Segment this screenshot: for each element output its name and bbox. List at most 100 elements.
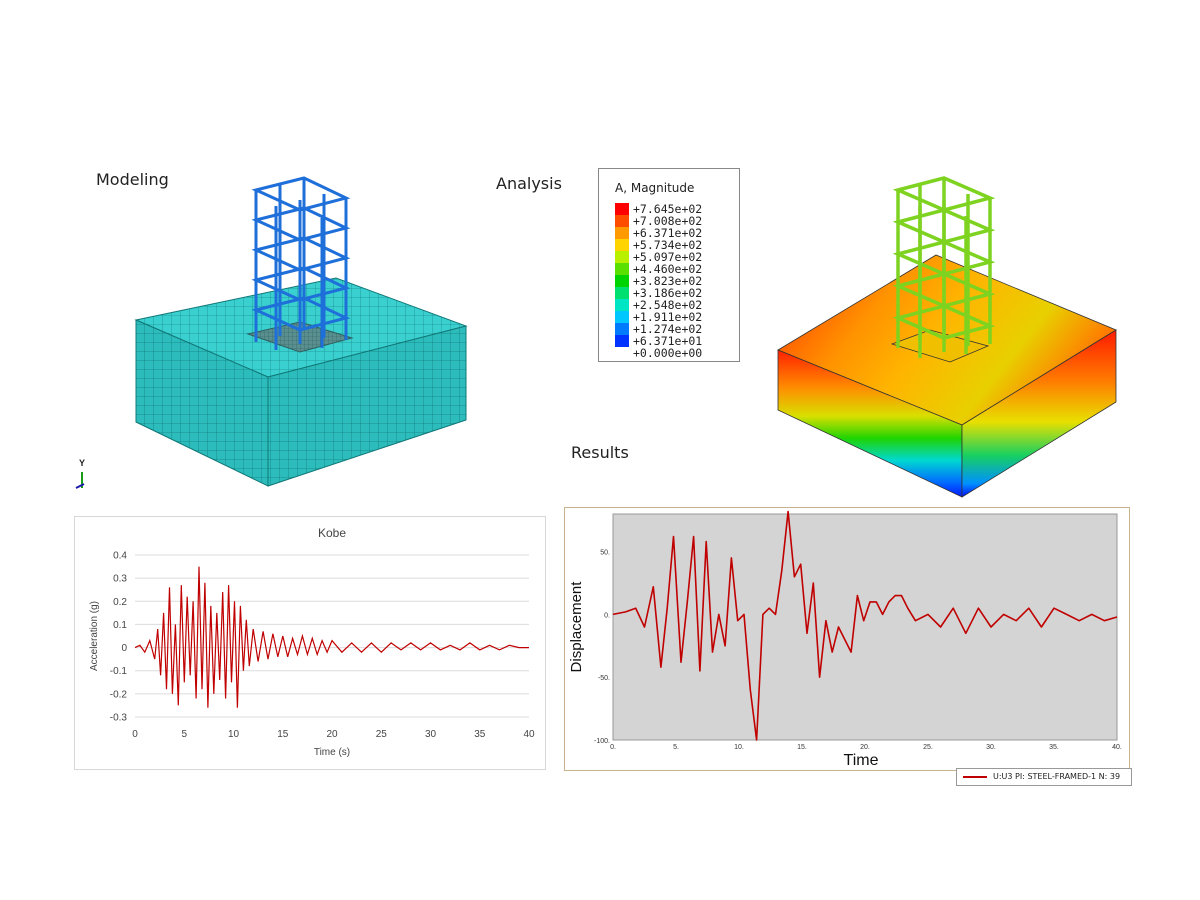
displacement-legend-label: U:U3 PI: STEEL-FRAMED-1 N: 39 <box>993 772 1121 781</box>
contour-legend: A, Magnitude +7.645e+02 +7.008e+02 +6.371e… <box>598 168 740 362</box>
contour-legend-row: +4.460e+02 <box>615 262 735 276</box>
contour-legend-swatch <box>615 215 629 227</box>
kobe-x-tick-label: 25 <box>376 729 388 740</box>
kobe-chart-title: Kobe <box>318 526 346 540</box>
contour-legend-value: +6.371e+02 <box>633 226 703 240</box>
label-results: Results <box>571 443 629 462</box>
contour-legend-value: +4.460e+02 <box>633 262 703 276</box>
kobe-y-tick-label: 0.2 <box>113 597 127 608</box>
contour-legend-value: +5.097e+02 <box>633 250 703 264</box>
contour-legend-swatch <box>615 335 629 347</box>
displacement-legend-swatch <box>963 776 987 778</box>
kobe-y-axis-label: Acceleration (g) <box>89 601 100 671</box>
label-modeling: Modeling <box>96 170 169 189</box>
kobe-x-tick-label: 40 <box>523 729 535 740</box>
kobe-y-tick-label: -0.2 <box>110 689 128 700</box>
kobe-x-tick-label: 10 <box>228 729 240 740</box>
contour-legend-title: A, Magnitude <box>615 181 695 195</box>
contour-legend-value: +1.274e+02 <box>633 322 703 336</box>
kobe-y-tick-label: 0.1 <box>113 620 127 631</box>
displacement-x-tick-label: 25. <box>923 744 933 751</box>
kobe-x-tick-label: 20 <box>326 729 338 740</box>
contour-legend-value: +3.823e+02 <box>633 274 703 288</box>
contour-legend-value: +1.911e+02 <box>633 310 703 324</box>
contour-legend-row: +1.911e+02 <box>615 310 735 324</box>
displacement-chart-panel: 50. 0. -50. -100. 0. 5. 10. 15. 20. 25. 30. 35. 40. T… <box>564 507 1130 771</box>
contour-legend-swatch <box>615 275 629 287</box>
kobe-y-tick-label: -0.3 <box>110 713 128 724</box>
foundation-footprint <box>246 321 354 353</box>
kobe-chart-panel: Kobe 0.4 0.3 0.2 0.1 0 -0.1 -0.2 -0.3 0 5 10 15 20 25 3… <box>74 516 546 770</box>
result-left-face <box>777 349 963 498</box>
soil-top-face <box>134 277 468 378</box>
contour-legend-swatch <box>615 323 629 335</box>
displacement-x-tick-label: 20. <box>860 744 870 751</box>
kobe-y-tick-label: 0 <box>121 643 127 654</box>
displacement-plot-area <box>612 513 1118 741</box>
contour-legend-value: +5.734e+02 <box>633 238 703 252</box>
displacement-y-tick-label: -100. <box>594 738 610 745</box>
result-top-face <box>777 254 1117 426</box>
displacement-y-tick-label: -50. <box>598 675 610 682</box>
displacement-y-tick-label: 0. <box>604 612 610 619</box>
contour-legend-row: +3.823e+02 <box>615 274 735 288</box>
displacement-x-axis-label: Time <box>844 752 879 769</box>
contour-legend-swatch <box>615 239 629 251</box>
contour-legend-row: +5.734e+02 <box>615 238 735 252</box>
kobe-y-tick-label: 0.3 <box>113 574 127 585</box>
contour-legend-swatch <box>615 203 629 215</box>
kobe-x-tick-label: 30 <box>425 729 437 740</box>
displacement-y-tick-label: 50. <box>600 550 610 557</box>
contour-legend-swatch <box>615 251 629 263</box>
displacement-x-tick-label: 5. <box>673 744 679 751</box>
label-analysis: Analysis <box>496 174 562 193</box>
contour-legend-row: +2.548e+02 <box>615 298 735 312</box>
displacement-legend: U:U3 PI: STEEL-FRAMED-1 N: 39 <box>956 768 1132 786</box>
kobe-x-tick-label: 0 <box>132 729 138 740</box>
kobe-y-tick-label: -0.1 <box>110 666 128 677</box>
displacement-series <box>612 510 1118 741</box>
kobe-x-tick-label: 35 <box>474 729 486 740</box>
displacement-y-axis-label: Displacement <box>568 581 585 673</box>
displacement-x-tick-label: 40. <box>1112 744 1122 751</box>
contour-legend-row: +7.645e+02 <box>615 202 735 216</box>
displacement-x-tick-label: 30. <box>986 744 996 751</box>
result-footprint <box>890 329 990 363</box>
kobe-x-axis-label: Time (s) <box>314 747 350 758</box>
contour-legend-value: +7.008e+02 <box>633 214 703 228</box>
contour-legend-swatch <box>615 263 629 275</box>
soil-right-face <box>267 325 467 487</box>
kobe-x-tick-label: 15 <box>277 729 289 740</box>
contour-legend-swatch <box>615 227 629 239</box>
soil-left-face <box>135 319 269 487</box>
displacement-x-tick-label: 15. <box>797 744 807 751</box>
contour-legend-swatch <box>615 287 629 299</box>
contour-legend-row: +5.097e+02 <box>615 250 735 264</box>
kobe-x-tick-label: 5 <box>181 729 187 740</box>
axis-y-label: Y <box>79 458 85 468</box>
kobe-chart: Kobe 0.4 0.3 0.2 0.1 0 -0.1 -0.2 -0.3 0 5 10 15 20 25 3… <box>89 526 535 758</box>
contour-legend-value: +2.548e+02 <box>633 298 703 312</box>
contour-legend-value: +0.000e+00 <box>633 346 703 360</box>
contour-legend-swatch <box>615 347 629 359</box>
contour-legend-row: +0.000e+00 <box>615 346 735 360</box>
displacement-chart: 50.0.-50.-100.0. 5. 10. 15. 20. 25. 30. 35. 40.T… <box>568 510 1122 769</box>
contour-legend-row: +6.371e+01 <box>615 334 735 348</box>
kobe-y-tick-label: 0.4 <box>113 551 127 562</box>
contour-legend-row: +1.274e+02 <box>615 322 735 336</box>
contour-legend-value: +7.645e+02 <box>633 202 703 216</box>
contour-legend-row: +3.186e+02 <box>615 286 735 300</box>
contour-legend-swatch <box>615 299 629 311</box>
contour-legend-value: +3.186e+02 <box>633 286 703 300</box>
displacement-x-tick-label: 35. <box>1049 744 1059 751</box>
result-right-face <box>961 329 1117 498</box>
steel-frame-result <box>892 176 996 358</box>
displacement-x-tick-label: 0. <box>610 744 616 751</box>
contour-legend-row: +7.008e+02 <box>615 214 735 228</box>
contour-legend-row: +6.371e+02 <box>615 226 735 240</box>
steel-frame-model <box>251 176 351 350</box>
displacement-x-tick-label: 10. <box>734 744 744 751</box>
kobe-acceleration-series <box>134 566 529 708</box>
contour-legend-value: +6.371e+01 <box>633 334 703 348</box>
contour-legend-swatch <box>615 311 629 323</box>
